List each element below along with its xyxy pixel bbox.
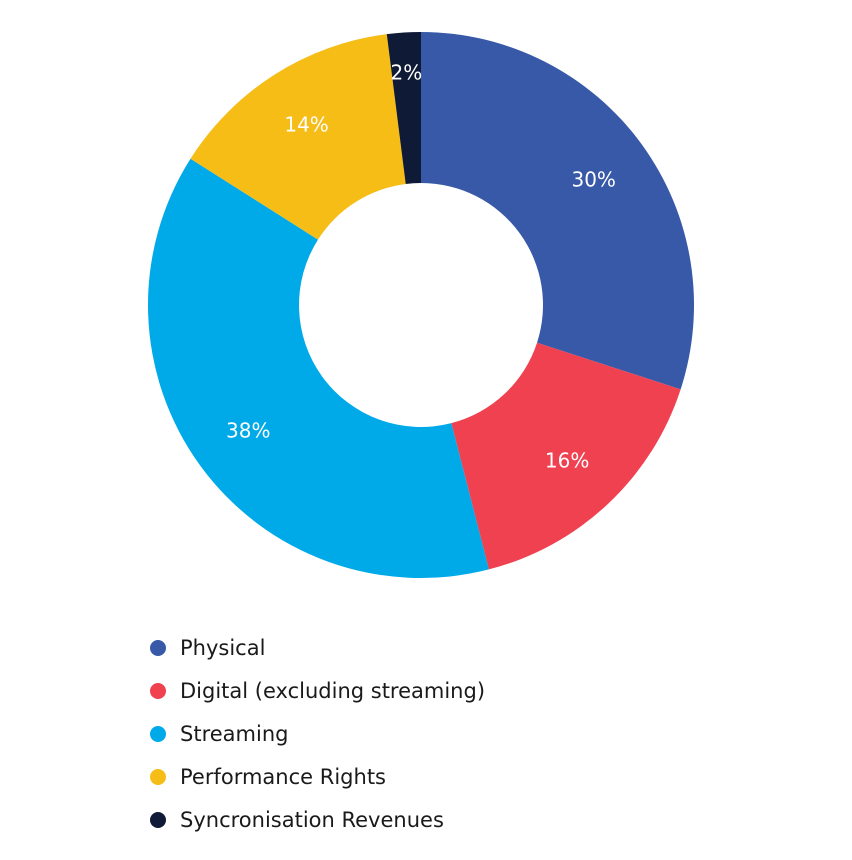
legend-label: Streaming bbox=[180, 721, 289, 746]
legend-item-4: Syncronisation Revenues bbox=[150, 798, 485, 841]
legend-label: Syncronisation Revenues bbox=[180, 807, 444, 832]
slice-label-3: 14% bbox=[284, 113, 328, 137]
slice-label-0: 30% bbox=[571, 168, 615, 192]
slice-label-1: 16% bbox=[545, 449, 589, 473]
legend-item-3: Performance Rights bbox=[150, 755, 485, 798]
legend-marker-icon bbox=[150, 682, 166, 699]
donut-slice-3 bbox=[190, 34, 406, 240]
slice-label-2: 38% bbox=[226, 418, 270, 442]
slice-label-4: 2% bbox=[391, 60, 423, 84]
legend-label: Physical bbox=[180, 635, 266, 660]
legend-marker-icon bbox=[150, 811, 166, 828]
legend-marker-icon bbox=[150, 725, 166, 742]
legend-item-0: Physical bbox=[150, 626, 485, 669]
legend-label: Performance Rights bbox=[180, 764, 386, 789]
donut-slice-1 bbox=[451, 342, 681, 570]
donut-slice-2 bbox=[147, 158, 489, 579]
donut-slice-0 bbox=[421, 32, 694, 390]
legend-label: Digital (excluding streaming) bbox=[180, 678, 486, 703]
donut-chart: 30% 16% 38% 14% 2% bbox=[147, 32, 694, 579]
chart-legend: Physical Digital (excluding streaming) Str… bbox=[150, 626, 485, 841]
legend-item-2: Streaming bbox=[150, 712, 485, 755]
legend-marker-icon bbox=[150, 639, 166, 656]
legend-marker-icon bbox=[150, 768, 166, 785]
legend-item-1: Digital (excluding streaming) bbox=[150, 669, 485, 712]
donut-slice-4 bbox=[386, 32, 421, 184]
donut-slices bbox=[147, 32, 694, 579]
donut-labels: 30% 16% 38% 14% 2% bbox=[226, 60, 616, 472]
